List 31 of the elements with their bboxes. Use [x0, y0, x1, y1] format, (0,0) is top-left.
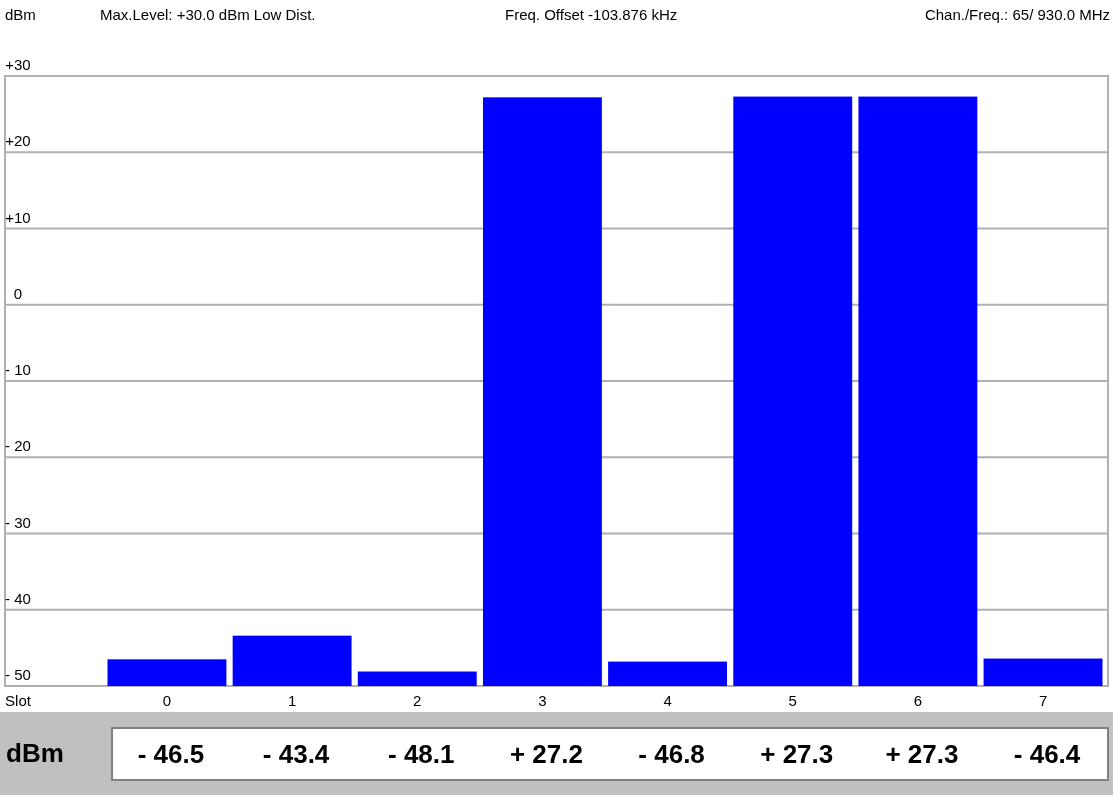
data-label: + 27.3 [885, 739, 959, 769]
x-axis-title: Slot [5, 692, 32, 709]
x-tick-label: 3 [538, 692, 547, 709]
y-tick-label: +20 [5, 132, 31, 150]
x-tick-label: 7 [1038, 692, 1048, 709]
data-label: - 46.5 [137, 739, 205, 769]
y-tick-label: - 20 [5, 437, 31, 455]
data-label: - 48.1 [388, 739, 455, 769]
x-tick-label: 0 [162, 692, 172, 709]
text: Chan./Freq.: 65/ 930.0 MHz [924, 6, 1110, 23]
y-tick-label: - 50 [5, 666, 31, 683]
y-axis-title: dBm [5, 6, 36, 23]
y-tick-label: 0 [13, 284, 23, 302]
x-tick-label: 4 [663, 692, 672, 709]
data-label: + 27.2 [509, 739, 583, 769]
y-tick-label: - 30 [5, 513, 31, 531]
y-tick-label: +30 [5, 56, 31, 73]
x-tick-label: 5 [788, 692, 797, 709]
data-label: - 46.4 [1013, 739, 1081, 769]
data-label: - 43.4 [262, 739, 330, 769]
y-tick-label: +10 [5, 208, 31, 226]
text: Freq. Offset -103.876 kHz [505, 6, 678, 23]
data-label: + 27.3 [760, 739, 834, 769]
data-label: - 46.8 [638, 739, 705, 769]
text: dBm [6, 738, 64, 768]
y-tick-label: - 10 [5, 361, 31, 378]
x-tick-label: 2 [413, 692, 422, 709]
text: Max.Level: +30.0 dBm Low Dist. [100, 6, 316, 23]
x-tick-label: 6 [913, 692, 923, 709]
x-tick-label: 1 [287, 692, 297, 709]
y-tick-label: - 40 [5, 589, 31, 607]
